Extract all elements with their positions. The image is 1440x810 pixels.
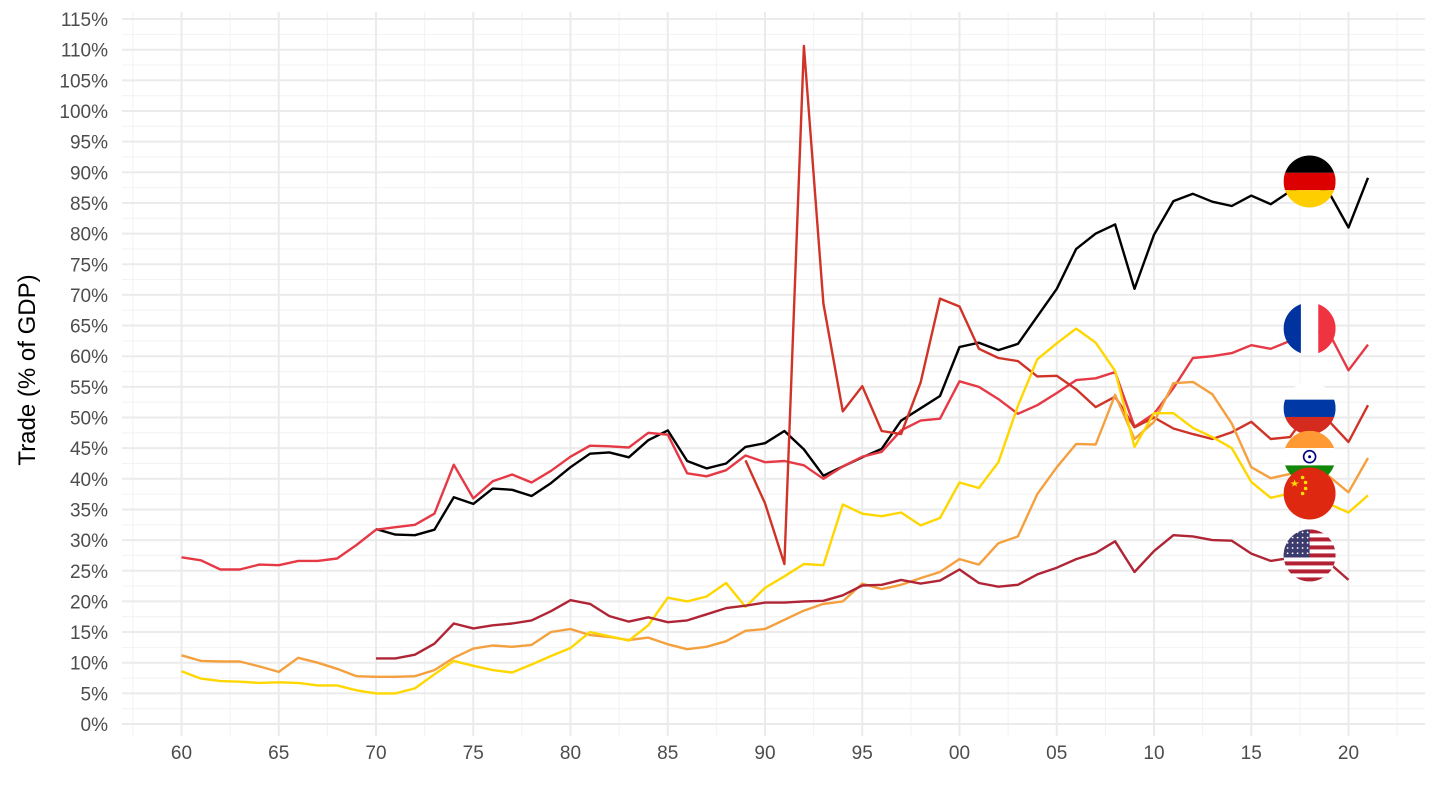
y-tick-label: 110% — [61, 41, 108, 62]
series-line-russia — [744, 44, 1370, 566]
y-tick-label: 105% — [59, 71, 108, 92]
russia-flag — [1283, 382, 1336, 435]
y-tick-label: 15% — [70, 623, 108, 644]
x-tick-label: 20 — [1338, 743, 1359, 764]
x-tick-label: 10 — [1143, 743, 1164, 764]
y-tick-label: 90% — [70, 163, 108, 184]
y-tick-label: 20% — [70, 592, 108, 613]
series-lines — [181, 44, 1370, 695]
y-tick-label: 85% — [70, 194, 108, 215]
x-tick-label: 00 — [949, 743, 970, 764]
y-tick-label: 55% — [70, 378, 108, 399]
grid — [122, 12, 1425, 736]
x-tick-label: 05 — [1046, 743, 1067, 764]
y-tick-label: 70% — [70, 286, 108, 307]
series-line-usa — [376, 534, 1350, 660]
france-flag — [1283, 302, 1336, 355]
x-tick-label: 15 — [1241, 743, 1262, 764]
x-tick-label: 90 — [754, 743, 775, 764]
series-line-france — [181, 329, 1369, 571]
series-line-china — [181, 327, 1369, 695]
y-axis-title: Trade (% of GDP) — [14, 274, 41, 465]
germany-flag — [1283, 155, 1336, 208]
y-tick-label: 25% — [70, 562, 108, 583]
y-tick-label: 0% — [81, 715, 109, 736]
x-tick-label: 65 — [268, 743, 289, 764]
y-tick-label: 95% — [70, 133, 108, 154]
china-flag — [1283, 467, 1336, 520]
y-axis-ticks: 0% 5% 10% 15% 20% 25% 30% 35% 40% 45% 50% 55% 60% 65%… — [59, 10, 108, 736]
x-axis-ticks: 60 65 70 75 80 85 90 95 00 05 10 15 20 — [171, 743, 1359, 764]
x-tick-label: 85 — [657, 743, 678, 764]
y-tick-label: 65% — [70, 317, 108, 338]
y-tick-label: 60% — [70, 347, 108, 368]
usa-flag — [1283, 529, 1336, 582]
y-tick-label: 40% — [70, 470, 108, 491]
y-tick-label: 75% — [70, 255, 108, 276]
flag-markers — [1283, 155, 1336, 582]
x-tick-label: 80 — [560, 743, 581, 764]
series-line-india — [181, 380, 1370, 678]
y-tick-label: 5% — [81, 684, 109, 705]
y-tick-label: 45% — [70, 439, 108, 460]
x-tick-label: 75 — [463, 743, 484, 764]
y-tick-label: 35% — [70, 500, 108, 521]
y-tick-label: 115% — [61, 10, 108, 31]
y-tick-label: 100% — [59, 102, 108, 123]
y-tick-label: 80% — [70, 225, 108, 246]
y-tick-label: 50% — [70, 409, 108, 430]
y-tick-label: 30% — [70, 531, 108, 552]
x-tick-label: 95 — [852, 743, 873, 764]
y-tick-label: 10% — [70, 654, 108, 675]
x-tick-label: 70 — [365, 743, 386, 764]
x-tick-label: 60 — [171, 743, 192, 764]
